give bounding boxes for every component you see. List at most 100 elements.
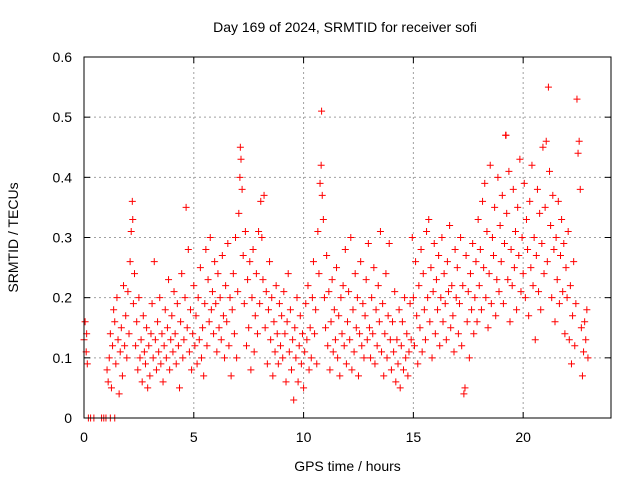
data-point (462, 252, 470, 260)
data-point (450, 348, 458, 356)
data-point (323, 252, 331, 260)
data-point (519, 270, 527, 278)
data-point (324, 342, 332, 350)
data-point (548, 294, 556, 302)
data-point (301, 348, 309, 356)
data-point (449, 312, 457, 320)
data-point (338, 330, 346, 338)
data-point (271, 348, 279, 356)
data-point (257, 197, 265, 205)
data-point (345, 288, 353, 296)
data-point (129, 300, 137, 308)
data-point (416, 324, 424, 332)
data-point (419, 270, 427, 278)
data-point (572, 300, 580, 308)
data-point (382, 270, 390, 278)
data-point (555, 300, 563, 308)
data-point (485, 270, 493, 278)
data-point (300, 384, 308, 392)
data-point (272, 282, 280, 290)
data-point (315, 270, 323, 278)
data-point (329, 348, 337, 356)
data-point (398, 318, 406, 326)
data-point (436, 342, 444, 350)
data-point (307, 354, 315, 362)
data-point (314, 227, 322, 235)
data-point (306, 324, 314, 332)
data-point (322, 324, 330, 332)
data-point (159, 378, 167, 386)
data-point (124, 288, 132, 296)
data-point (182, 203, 190, 211)
data-point (528, 161, 536, 169)
data-point (205, 318, 213, 326)
data-point (580, 348, 588, 356)
data-point (298, 330, 306, 338)
data-point (190, 282, 198, 290)
data-point (197, 354, 205, 362)
data-point (105, 354, 113, 362)
data-point (313, 360, 321, 368)
data-point (430, 240, 438, 248)
data-point (241, 227, 249, 235)
data-point (246, 258, 254, 266)
data-point (556, 252, 564, 260)
data-point (318, 191, 326, 199)
data-point (455, 300, 463, 308)
data-point (373, 342, 381, 350)
data-point (501, 240, 509, 248)
y-axis-label: SRMTID / TECUs (5, 182, 21, 292)
data-point (202, 246, 210, 254)
data-point (236, 143, 244, 151)
data-point (484, 324, 492, 332)
data-point (237, 155, 245, 163)
data-point (312, 306, 320, 314)
data-point (258, 234, 266, 241)
data-point (362, 276, 370, 284)
data-point (443, 258, 451, 266)
data-point (121, 342, 129, 350)
data-point (409, 294, 417, 302)
data-point (325, 288, 333, 296)
data-point (180, 336, 188, 344)
data-point (162, 354, 170, 362)
data-point (167, 336, 175, 344)
data-point (496, 221, 504, 229)
data-point (230, 330, 238, 338)
data-point (479, 197, 487, 205)
data-point (161, 306, 169, 314)
data-point (354, 372, 362, 380)
data-point (364, 240, 372, 248)
data-point (495, 288, 503, 296)
data-point (122, 312, 130, 320)
y-tick-label: 0.3 (53, 230, 73, 246)
data-point (494, 173, 502, 181)
x-tick-label: 20 (515, 429, 531, 445)
data-point (106, 330, 114, 338)
data-point (245, 324, 253, 332)
data-point (381, 330, 389, 338)
data-point (242, 342, 250, 350)
data-point (282, 378, 290, 386)
data-point (513, 306, 521, 314)
data-point (114, 336, 122, 344)
data-point (191, 342, 199, 350)
data-point (341, 246, 349, 254)
data-point (520, 179, 528, 187)
data-point (573, 95, 581, 103)
data-point (107, 384, 115, 392)
data-point (331, 336, 339, 344)
data-point (459, 282, 467, 290)
data-point (516, 155, 524, 163)
data-point (208, 288, 216, 296)
data-point (536, 209, 544, 217)
data-point (401, 294, 409, 302)
data-point (350, 348, 358, 356)
data-point (168, 312, 176, 320)
data-point (280, 288, 288, 296)
y-tick-label: 0 (64, 410, 72, 426)
x-tick-label: 10 (296, 429, 312, 445)
data-point (460, 390, 468, 398)
data-point (583, 306, 591, 314)
